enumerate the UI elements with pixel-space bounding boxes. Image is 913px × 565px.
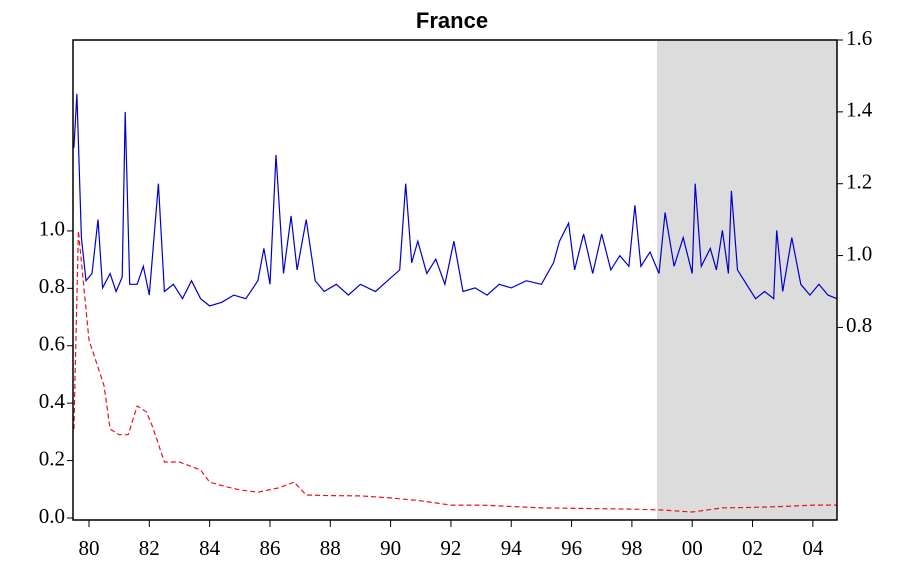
y-tick-label: 0.2 <box>39 446 65 470</box>
y-tick-label: 0.4 <box>39 389 66 413</box>
series-line <box>73 93 838 307</box>
x-tick-label: 80 <box>78 536 99 560</box>
shaded-region <box>656 40 837 520</box>
y2-tick-label: 0.8 <box>846 313 872 337</box>
plot-frame <box>72 39 838 521</box>
x-tick-label: 04 <box>802 536 824 560</box>
y-tick-label: 0.6 <box>39 332 65 356</box>
chart-title: France <box>416 8 488 33</box>
series-line <box>73 230 837 513</box>
y2-tick-label: 1.4 <box>846 98 873 122</box>
x-tick-label: 84 <box>199 536 221 560</box>
x-tick-label: 82 <box>139 536 160 560</box>
x-tick-label: 02 <box>742 536 763 560</box>
x-tick-label: 98 <box>621 536 642 560</box>
x-tick-label: 00 <box>682 536 703 560</box>
y-tick-label: 1.0 <box>39 217 65 241</box>
y-tick-label: 0.8 <box>39 274 65 298</box>
x-tick-label: 86 <box>259 536 280 560</box>
y2-tick-label: 1.0 <box>846 241 872 265</box>
y2-tick-label: 1.6 <box>846 26 872 50</box>
x-tick-label: 92 <box>440 536 461 560</box>
x-tick-label: 96 <box>561 536 582 560</box>
y2-tick-label: 1.2 <box>846 170 872 194</box>
x-tick-label: 94 <box>501 536 523 560</box>
y-tick-label: 0.0 <box>39 504 65 528</box>
x-tick-label: 88 <box>320 536 341 560</box>
x-tick-label: 90 <box>380 536 401 560</box>
